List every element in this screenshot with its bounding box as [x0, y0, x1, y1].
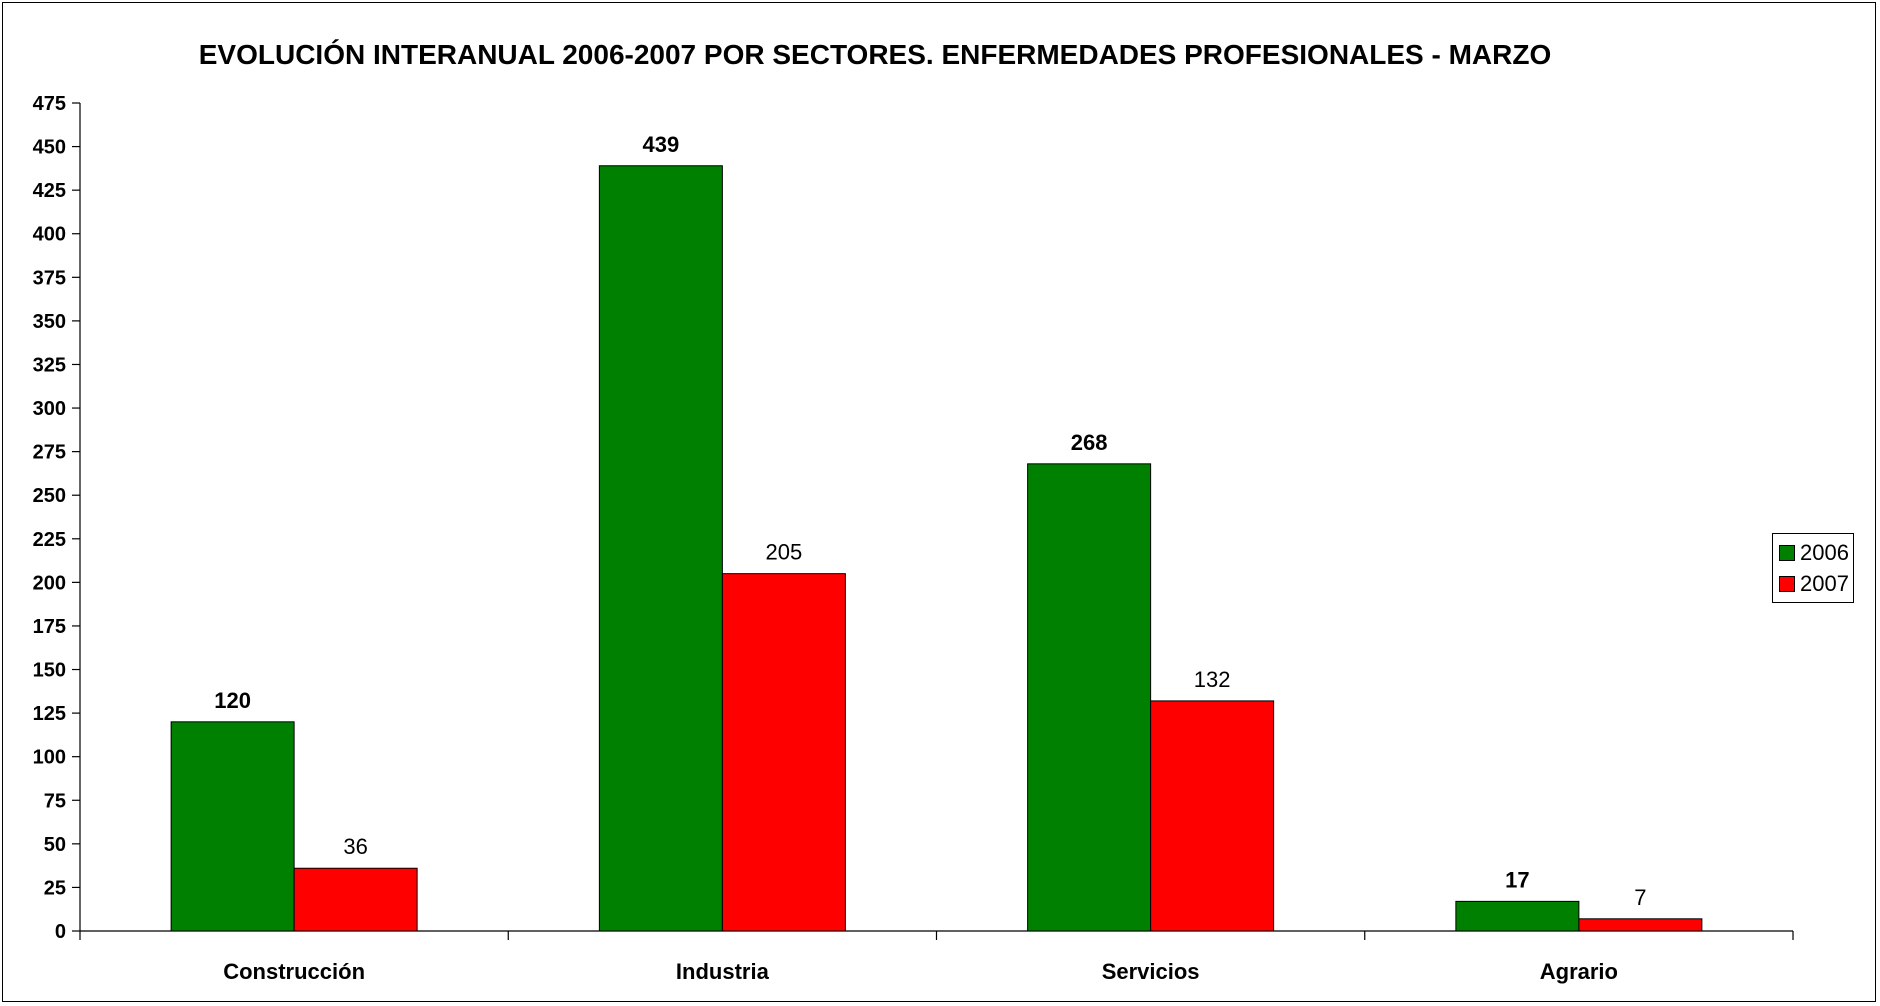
y-tick-label: 475 [33, 93, 66, 115]
legend: 2006 2007 [1772, 533, 1854, 603]
data-label-2007: 132 [1194, 667, 1231, 692]
bar-2007 [1150, 700, 1275, 932]
y-tick-label: 400 [33, 224, 66, 246]
legend-label-series-2: 2007 [1800, 571, 1849, 596]
y-tick-label: 375 [33, 267, 66, 289]
bar-2006 [1455, 900, 1580, 932]
data-label-2006: 268 [1071, 430, 1108, 455]
y-tick-label: 100 [33, 747, 66, 769]
y-tick-label: 325 [33, 354, 66, 376]
legend-swatch-series-1 [1779, 545, 1795, 561]
y-tick-label: 25 [44, 877, 66, 899]
y-tick-label: 200 [33, 572, 66, 594]
bar-2006 [598, 165, 723, 932]
bar-2006 [170, 721, 295, 932]
data-label-2006: 120 [214, 688, 251, 713]
y-tick-label: 225 [33, 529, 66, 551]
x-category-label: Industria [676, 959, 770, 984]
legend-item-series-2: 2007 [1779, 569, 1849, 599]
bar-2007 [721, 573, 846, 932]
x-category-label: Construcción [223, 959, 365, 984]
y-tick-label: 75 [44, 790, 66, 812]
y-tick-label: 450 [33, 137, 66, 159]
chart-title: EVOLUCIÓN INTERANUAL 2006-2007 POR SECTO… [198, 39, 1552, 70]
bar-2007 [293, 867, 418, 932]
x-category-label: Servicios [1102, 959, 1200, 984]
bar-2007 [1578, 918, 1703, 932]
y-tick-label: 175 [33, 616, 66, 638]
y-tick-label: 125 [33, 703, 66, 725]
y-tick-label: 425 [33, 180, 66, 202]
legend-swatch-series-2 [1779, 576, 1795, 592]
legend-label-series-1: 2006 [1800, 540, 1849, 565]
data-label-2006: 439 [643, 132, 680, 157]
y-tick-label: 0 [55, 921, 66, 943]
y-tick-label: 50 [44, 834, 66, 856]
y-tick-label: 300 [33, 398, 66, 420]
data-label-2007: 7 [1634, 885, 1646, 910]
y-tick-label: 150 [33, 660, 66, 682]
x-category-label: Agrario [1540, 959, 1618, 984]
y-tick-label: 350 [33, 311, 66, 333]
bar-2006 [1027, 463, 1152, 932]
y-tick-label: 275 [33, 442, 66, 464]
data-label-2007: 36 [343, 834, 367, 859]
y-tick-label: 250 [33, 485, 66, 507]
data-label-2007: 205 [766, 540, 803, 565]
data-label-2006: 17 [1505, 867, 1529, 892]
legend-item-series-1: 2006 [1779, 538, 1849, 568]
